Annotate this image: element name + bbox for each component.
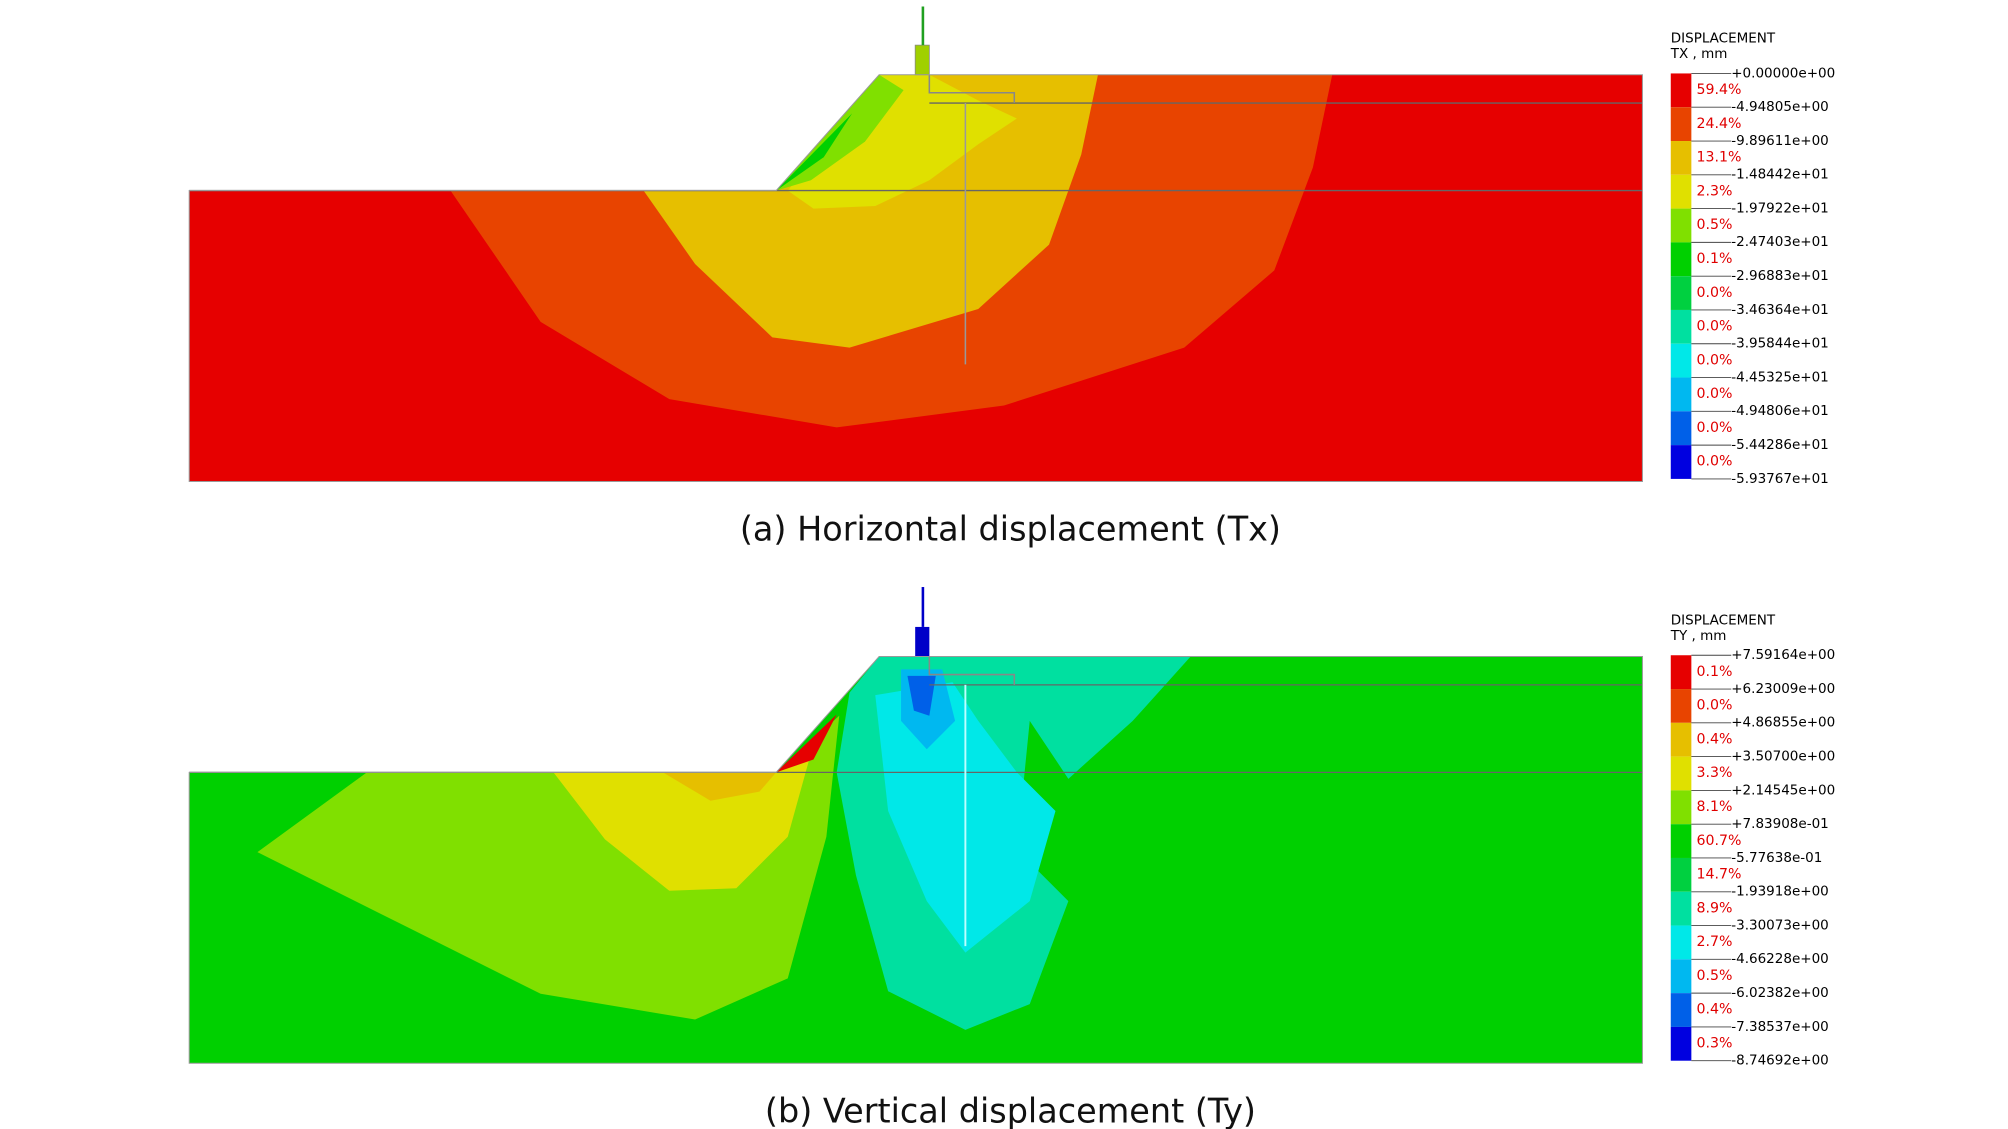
legend-percent: 0.0% <box>1697 454 1733 470</box>
legend-bound: -5.77638e-01 <box>1731 850 1822 866</box>
legend-percent: 24.4% <box>1697 116 1742 132</box>
legend-unit: TY , mm <box>1670 628 1727 644</box>
legend-percent: 59.4% <box>1697 82 1742 98</box>
legend-percent: 2.3% <box>1697 183 1733 199</box>
legend-bound: -4.45325e+01 <box>1731 369 1829 385</box>
legend-percent: 0.0% <box>1697 698 1733 714</box>
legend-bound: -5.93767e+01 <box>1731 471 1829 487</box>
legend-bound: -1.97922e+01 <box>1731 200 1829 216</box>
legend-percent: 2.7% <box>1697 934 1733 950</box>
legend-title: DISPLACEMENT <box>1671 31 1776 47</box>
legend-percent: 14.7% <box>1697 867 1742 883</box>
legend-percent: 8.1% <box>1697 799 1733 815</box>
legend-bound: -3.95844e+01 <box>1731 336 1829 352</box>
legend-bound: -3.30073e+00 <box>1731 917 1829 933</box>
legend-percent: 0.4% <box>1697 731 1733 747</box>
legend-bound: +0.00000e+00 <box>1731 65 1835 81</box>
legend-swatch <box>1670 655 1692 690</box>
legend-bound: +7.83908e-01 <box>1731 816 1829 832</box>
legend-swatch <box>1670 208 1692 243</box>
legend-percent: 0.0% <box>1697 319 1733 335</box>
legend-bound: -2.96883e+01 <box>1731 268 1829 284</box>
legend-percent: 8.9% <box>1697 900 1733 916</box>
legend-bound: +3.50700e+00 <box>1731 748 1835 764</box>
legend-bound: -4.94806e+01 <box>1731 403 1829 419</box>
caption: (b) Vertical displacement (Ty) <box>765 1091 1256 1129</box>
legend-swatch <box>1670 756 1692 791</box>
legend-bound: -1.48442e+01 <box>1731 167 1829 183</box>
legend-swatch <box>1670 824 1692 858</box>
legend-bound: +2.14545e+00 <box>1731 782 1835 798</box>
legend-percent: 0.0% <box>1697 285 1733 301</box>
legend-bound: -8.74692e+00 <box>1731 1053 1829 1069</box>
legend-swatch <box>1670 689 1692 723</box>
legend-percent: 0.5% <box>1697 217 1733 233</box>
legend-swatch <box>1670 73 1692 108</box>
legend-swatch <box>1670 174 1692 209</box>
legend-swatch <box>1670 141 1692 175</box>
legend-swatch <box>1670 959 1692 994</box>
legend-bound: +4.86855e+00 <box>1731 715 1835 731</box>
legend-swatch <box>1670 411 1692 446</box>
legend-swatch <box>1670 107 1692 142</box>
legend-percent: 0.0% <box>1697 420 1733 436</box>
legend-percent: 0.5% <box>1697 968 1733 984</box>
legend-swatch <box>1670 857 1692 892</box>
legend-percent: 0.4% <box>1697 1002 1733 1018</box>
legend-bound: -9.89611e+00 <box>1731 133 1829 149</box>
legend-swatch <box>1670 445 1692 479</box>
legend-unit: TX , mm <box>1670 46 1728 62</box>
legend-swatch <box>1670 309 1692 344</box>
legend-bound: +6.23009e+00 <box>1731 681 1835 697</box>
legend-swatch <box>1670 790 1692 825</box>
legend-bound: -2.47403e+01 <box>1731 234 1829 250</box>
legend-title: DISPLACEMENT <box>1671 612 1776 628</box>
legend-swatch <box>1670 993 1692 1027</box>
legend-bound: -4.94805e+00 <box>1731 99 1829 115</box>
legend-percent: 13.1% <box>1697 150 1742 166</box>
legend-swatch <box>1670 925 1692 960</box>
legend-percent: 0.0% <box>1697 352 1733 368</box>
legend-bound: -4.66228e+00 <box>1731 951 1829 967</box>
legend-percent: 0.0% <box>1697 386 1733 402</box>
legend-percent: 0.3% <box>1697 1036 1733 1052</box>
legend-bound: -3.46364e+01 <box>1731 302 1829 318</box>
legend-percent: 60.7% <box>1697 833 1742 849</box>
legend-swatch <box>1670 891 1692 926</box>
legend-swatch <box>1670 276 1692 310</box>
legend-swatch <box>1670 343 1692 378</box>
legend-bound: +7.59164e+00 <box>1731 647 1835 663</box>
legend-percent: 3.3% <box>1697 765 1733 781</box>
legend-swatch <box>1670 242 1692 277</box>
contour-tx <box>188 6 1643 482</box>
legend-swatch <box>1670 377 1692 412</box>
legend-bound: -7.38537e+00 <box>1731 1019 1829 1035</box>
legend-bound: -1.93918e+00 <box>1731 884 1829 900</box>
legend-swatch <box>1670 722 1692 757</box>
legend-percent: 0.1% <box>1697 251 1733 267</box>
contour-ty <box>188 587 1643 1064</box>
legend-bound: -6.02382e+00 <box>1731 985 1829 1001</box>
caption: (a) Horizontal displacement (Tx) <box>740 510 1281 549</box>
legend-percent: 0.1% <box>1697 664 1733 680</box>
legend-bound: -5.44286e+01 <box>1731 437 1829 453</box>
legend-swatch <box>1670 1026 1692 1061</box>
